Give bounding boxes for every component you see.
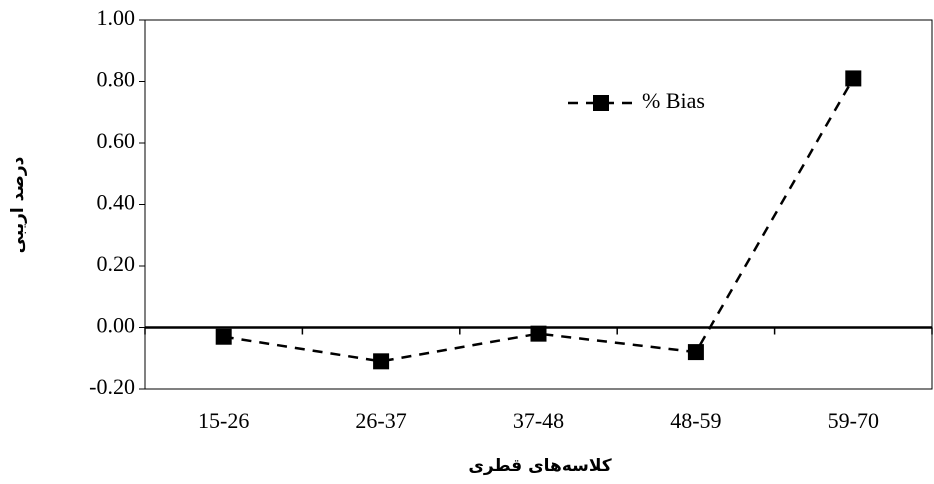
marker [215,328,232,345]
y-tick-label: 0.60 [97,128,136,153]
series-line [223,77,855,363]
x-tick-label: 26-37 [355,408,406,433]
y-axis-label: درصد اریبی [8,156,28,253]
marker [373,353,390,370]
marker [687,344,704,361]
x-axis-label: کلاسه‌های قطری [468,456,611,476]
marker [845,70,862,87]
legend-label: % Bias [642,88,705,113]
y-tick-label: 0.00 [97,313,136,338]
x-tick-label: 15-26 [198,408,249,433]
y-tick-label: 0.40 [97,190,136,215]
y-tick-label: 0.80 [97,67,136,92]
legend-marker [593,95,609,111]
y-tick-label: 1.00 [97,5,136,30]
x-tick-label: 59-70 [828,408,879,433]
marker [530,325,547,342]
x-tick-label: 48-59 [670,408,721,433]
x-tick-label: 37-48 [513,408,564,433]
y-tick-label: -0.20 [89,374,135,399]
y-tick-label: 0.20 [97,251,136,276]
